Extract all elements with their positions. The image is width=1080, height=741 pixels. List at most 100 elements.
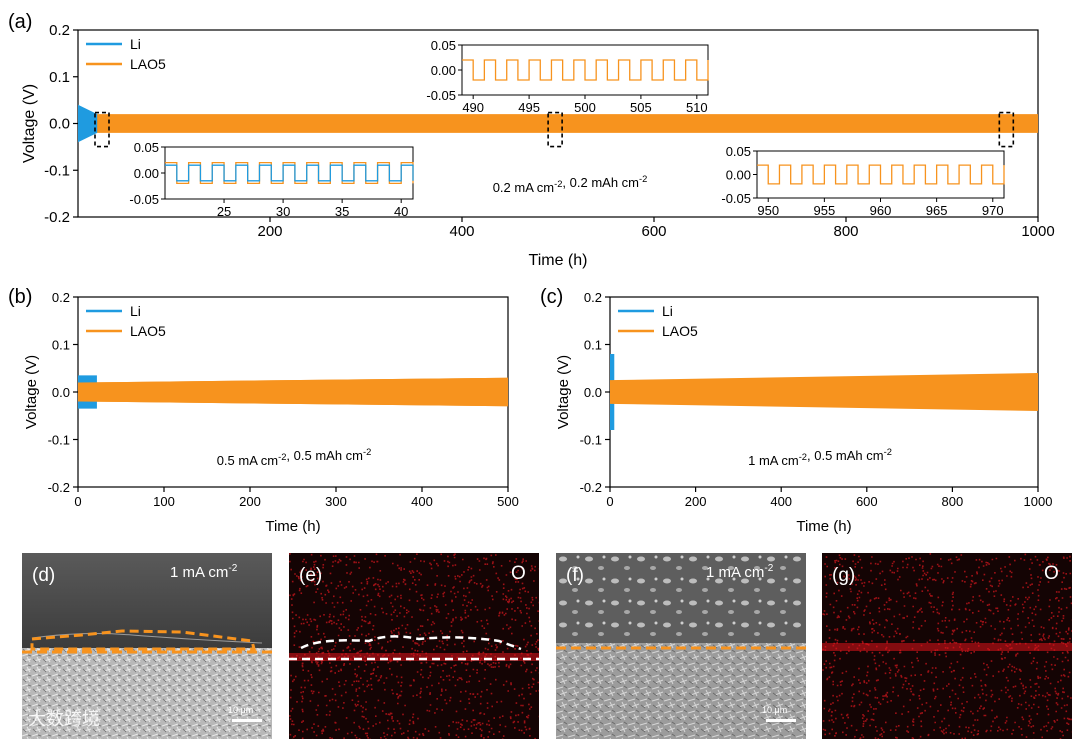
inset-series-Li bbox=[165, 164, 414, 182]
annotation-b: 0.5 mA cm-2, 0.5 mAh cm-2 bbox=[217, 447, 372, 468]
y-tick-label: -0.2 bbox=[580, 480, 602, 495]
panel-label: (b) bbox=[8, 286, 32, 308]
panel-label-g: (g) bbox=[832, 565, 856, 586]
highlight-box bbox=[94, 111, 110, 148]
watermark: 大数跨境 bbox=[28, 709, 100, 730]
y-tick-label: -0.2 bbox=[48, 480, 70, 495]
inset-x-tick-label: 490 bbox=[462, 100, 484, 115]
oxygen-band bbox=[289, 653, 539, 661]
y-tick-label: 0.1 bbox=[49, 69, 70, 86]
x-tick-label: 800 bbox=[833, 223, 858, 240]
inset-series-LAO5 bbox=[165, 161, 414, 185]
inset-x-tick-label: 950 bbox=[757, 203, 779, 218]
x-tick-label: 400 bbox=[449, 223, 474, 240]
inset-x-tick-label: 510 bbox=[686, 100, 708, 115]
legend-entry: LAO5 bbox=[130, 56, 166, 72]
y-tick-label: 0.0 bbox=[584, 385, 602, 400]
inset-y-tick-label: -0.05 bbox=[129, 192, 159, 207]
x-tick-label: 400 bbox=[411, 494, 433, 509]
inset-x-tick-label: 500 bbox=[574, 100, 596, 115]
inset-x-tick-label: 970 bbox=[982, 203, 1004, 218]
eds-panel-g: (g) O bbox=[822, 553, 1072, 739]
inset-x-tick-label: 965 bbox=[926, 203, 948, 218]
y-axis-label: Voltage (V) bbox=[555, 355, 572, 429]
legend-entry: LAO5 bbox=[130, 323, 166, 339]
inset-y-tick-label: 0.00 bbox=[431, 63, 456, 78]
x-tick-label: 800 bbox=[942, 494, 964, 509]
series-LAO5 bbox=[610, 373, 1038, 411]
x-tick-label: 500 bbox=[497, 494, 519, 509]
series-Li bbox=[78, 104, 98, 143]
annotation-c: 1 mA cm-2, 0.5 mAh cm-2 bbox=[748, 447, 892, 468]
panel-label: (c) bbox=[540, 286, 563, 308]
y-tick-label: 0.0 bbox=[52, 385, 70, 400]
inset-y-tick-label: 0.05 bbox=[134, 140, 159, 155]
y-tick-label: 0.0 bbox=[49, 116, 70, 133]
scale-bar-d bbox=[232, 719, 262, 722]
y-tick-label: -0.1 bbox=[48, 433, 70, 448]
chart-a: 200 400 600 800 1000 -0.2 -0.1 0.0 0.1 0.2 Time (h… bbox=[8, 11, 1055, 269]
panel-label: (a) bbox=[8, 11, 32, 33]
map-background bbox=[289, 553, 539, 739]
y-axis-label: Voltage (V) bbox=[23, 355, 40, 429]
element-label-e: O bbox=[511, 563, 526, 584]
y-tick-label: -0.1 bbox=[44, 162, 70, 179]
inset-frame bbox=[164, 146, 414, 200]
legend-entry: LAO5 bbox=[662, 323, 698, 339]
x-tick-label: 0 bbox=[606, 494, 613, 509]
oxygen-band bbox=[822, 643, 1072, 651]
x-tick-label: 600 bbox=[641, 223, 666, 240]
y-tick-label: -0.2 bbox=[44, 209, 70, 226]
inset-series-LAO5 bbox=[462, 59, 709, 81]
inset-x-tick-label: 505 bbox=[630, 100, 652, 115]
x-tick-label: 400 bbox=[770, 494, 792, 509]
inset-y-tick-label: 0.05 bbox=[726, 144, 751, 159]
panel-label-d: (d) bbox=[32, 565, 56, 586]
inset-x-tick-label: 30 bbox=[276, 204, 290, 219]
series-LAO5-overlay bbox=[78, 377, 508, 407]
inset-y-tick-label: 0.05 bbox=[431, 38, 456, 53]
y-tick-label: 0.2 bbox=[584, 290, 602, 305]
inset-series-LAO5 bbox=[757, 164, 1005, 185]
eds-map-e bbox=[289, 553, 539, 739]
y-tick-label: 0.2 bbox=[49, 22, 70, 39]
sem-image-f bbox=[556, 553, 806, 739]
y-tick-label: 0.1 bbox=[52, 338, 70, 353]
y-axis-label: Voltage (V) bbox=[21, 84, 38, 163]
x-axis-label: Time (h) bbox=[529, 252, 588, 269]
inset-x-tick-label: 495 bbox=[518, 100, 540, 115]
scale-text-f: 10 μm bbox=[762, 705, 788, 715]
inset-x-tick-label: 960 bbox=[870, 203, 892, 218]
condition-label-f: 1 mA cm-2 bbox=[706, 563, 774, 581]
eds-map-g bbox=[822, 553, 1072, 739]
interface-line-upper bbox=[300, 635, 522, 651]
legend-entry: Li bbox=[130, 303, 141, 319]
sem-panel-f: (f) 1 mA cm-2 10 μm bbox=[556, 553, 806, 739]
scale-bar-f bbox=[766, 719, 796, 722]
x-axis-label: Time (h) bbox=[796, 518, 851, 535]
series-LAO5 bbox=[78, 114, 1038, 133]
x-tick-label: 200 bbox=[685, 494, 707, 509]
scale-text-d: 10 μm bbox=[228, 705, 254, 715]
x-tick-label: 200 bbox=[257, 223, 282, 240]
panel-label-f: (f) bbox=[566, 565, 584, 586]
inset-2: 950 955 960 965 970 -0.05 0.00 0.05 bbox=[721, 144, 1005, 218]
x-tick-label: 200 bbox=[239, 494, 261, 509]
inset-y-tick-label: 0.00 bbox=[134, 166, 159, 181]
condition-label-d: 1 mA cm-2 bbox=[170, 563, 238, 581]
inset-x-tick-label: 955 bbox=[814, 203, 836, 218]
annotation-a: 0.2 mA cm-2, 0.2 mAh cm-2 bbox=[493, 174, 648, 195]
eds-panel-e: (e) O bbox=[289, 553, 539, 739]
highlight-box bbox=[998, 111, 1015, 148]
highlight-box bbox=[547, 111, 563, 148]
inset-y-tick-label: 0.00 bbox=[726, 168, 751, 183]
y-tick-label: 0.1 bbox=[584, 338, 602, 353]
x-tick-label: 300 bbox=[325, 494, 347, 509]
inset-y-tick-label: -0.05 bbox=[721, 191, 751, 206]
inset-0: 25 30 35 40 -0.05 0.00 0.05 bbox=[129, 140, 414, 219]
x-tick-label: 100 bbox=[153, 494, 175, 509]
y-tick-label: 0.2 bbox=[52, 290, 70, 305]
inset-1: 490 495 500 505 510 -0.05 0.00 0.05 bbox=[426, 38, 709, 115]
legend-entry: Li bbox=[662, 303, 673, 319]
